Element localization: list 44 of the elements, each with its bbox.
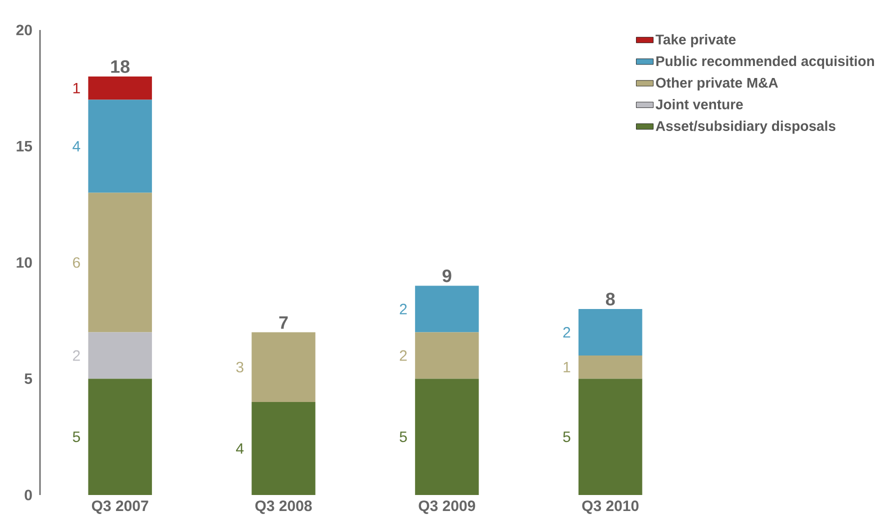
x-tick-label: Q3 2007 xyxy=(92,500,148,514)
y-tick-label: 0 xyxy=(24,490,32,500)
total-label: 9 xyxy=(442,269,452,282)
x-tick-label: Q3 2010 xyxy=(582,500,638,514)
data-label: 5 xyxy=(563,432,570,442)
bar xyxy=(415,378,479,495)
data-label: 2 xyxy=(400,350,407,361)
bar xyxy=(415,332,479,379)
y-tick-label: 20 xyxy=(16,24,32,36)
legend-label: Other private M&A xyxy=(656,77,778,90)
bar xyxy=(578,378,642,495)
total-label: 8 xyxy=(606,292,615,306)
bar xyxy=(88,76,152,100)
y-tick-label: 10 xyxy=(16,257,32,268)
bar xyxy=(252,402,316,495)
bar xyxy=(578,309,642,356)
data-label: 4 xyxy=(72,141,80,152)
data-label: 3 xyxy=(236,362,244,372)
x-tick-label: Q3 2009 xyxy=(418,500,476,514)
y-tick-label: 5 xyxy=(24,374,32,384)
data-label: 2 xyxy=(400,304,407,314)
bar xyxy=(252,332,316,402)
total-label: 18 xyxy=(111,60,130,73)
data-label: 6 xyxy=(73,257,80,268)
bar xyxy=(88,378,152,495)
bar xyxy=(88,100,152,193)
legend-label: Asset/subsidiary disposals xyxy=(656,120,836,134)
legend-label: Public recommended acquisition xyxy=(656,56,874,69)
legend-label: Joint venture xyxy=(656,99,743,110)
data-label: 5 xyxy=(400,432,407,442)
total-label: 7 xyxy=(279,316,288,329)
bar xyxy=(415,286,479,332)
bar xyxy=(88,192,152,332)
data-label: 4 xyxy=(236,443,244,454)
data-label: 5 xyxy=(72,432,80,442)
data-label: 1 xyxy=(564,362,570,372)
data-label: 2 xyxy=(73,350,80,361)
x-tick-label: Q3 2008 xyxy=(255,500,312,514)
bar xyxy=(578,356,642,379)
data-label: 2 xyxy=(563,327,570,338)
y-tick-label: 15 xyxy=(16,141,32,152)
data-label: 1 xyxy=(73,82,80,94)
legend-label: Take private xyxy=(656,34,736,48)
bar xyxy=(88,332,152,379)
